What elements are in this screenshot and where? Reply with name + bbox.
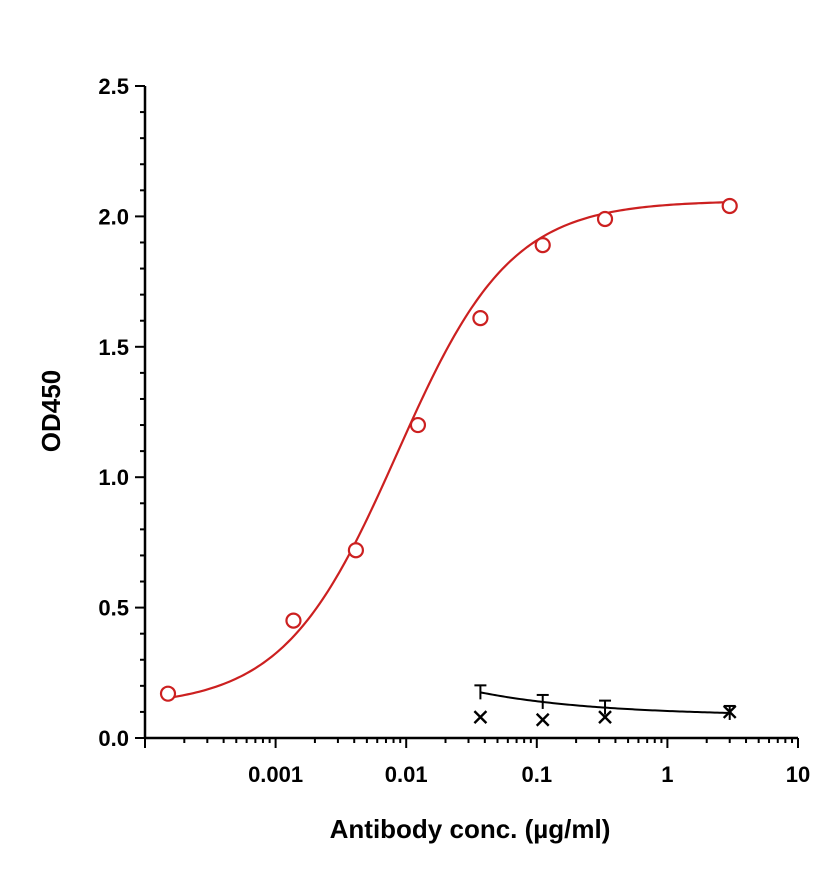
y-tick-label: 1.5: [98, 335, 129, 360]
x-marker-stroke: [535, 712, 550, 727]
x-tick-label: 0.001: [248, 762, 303, 787]
series-2-point: [722, 705, 737, 719]
x-tick-label: 0.1: [522, 762, 553, 787]
x-tick-label: 10: [786, 762, 810, 787]
y-tick-label: 2.0: [98, 204, 129, 229]
series-1-point: [347, 542, 365, 559]
x-marker-stroke: [473, 710, 488, 724]
fit-curves: [167, 201, 736, 720]
series-1-point: [285, 612, 302, 629]
x-tick-label: 1: [661, 762, 673, 787]
x-marker-stroke: [722, 705, 737, 719]
x-marker-stroke: [598, 710, 612, 724]
axes: [143, 86, 798, 740]
y-tick-label: 0.5: [98, 596, 129, 621]
series-2-point: [535, 712, 550, 727]
x-tick-label: 0.01: [385, 762, 428, 787]
series-2-point: [598, 710, 612, 724]
series-1-point: [409, 416, 427, 434]
y-ticks: 0.0 0.5 1.0 1.5 2.0 2.5: [98, 74, 145, 751]
series-1-point: [159, 685, 177, 702]
y-tick-label: 0.0: [98, 726, 129, 751]
series-1-point: [596, 210, 614, 228]
series-1-point: [534, 236, 551, 254]
series-1-point: [472, 310, 489, 327]
data-points: [159, 197, 738, 727]
series-1-fit-curve: [167, 201, 730, 700]
series-1-point: [721, 197, 738, 215]
x-axis-label: Antibody conc. (µg/ml): [330, 814, 611, 844]
y-axis-label: OD450: [36, 370, 66, 452]
x-ticks: 0.001 0.01 0.1 1 10: [144, 738, 810, 787]
series-2-point: [473, 710, 488, 724]
y-tick-label: 1.0: [98, 465, 129, 490]
y-tick-label: 2.5: [98, 74, 129, 99]
